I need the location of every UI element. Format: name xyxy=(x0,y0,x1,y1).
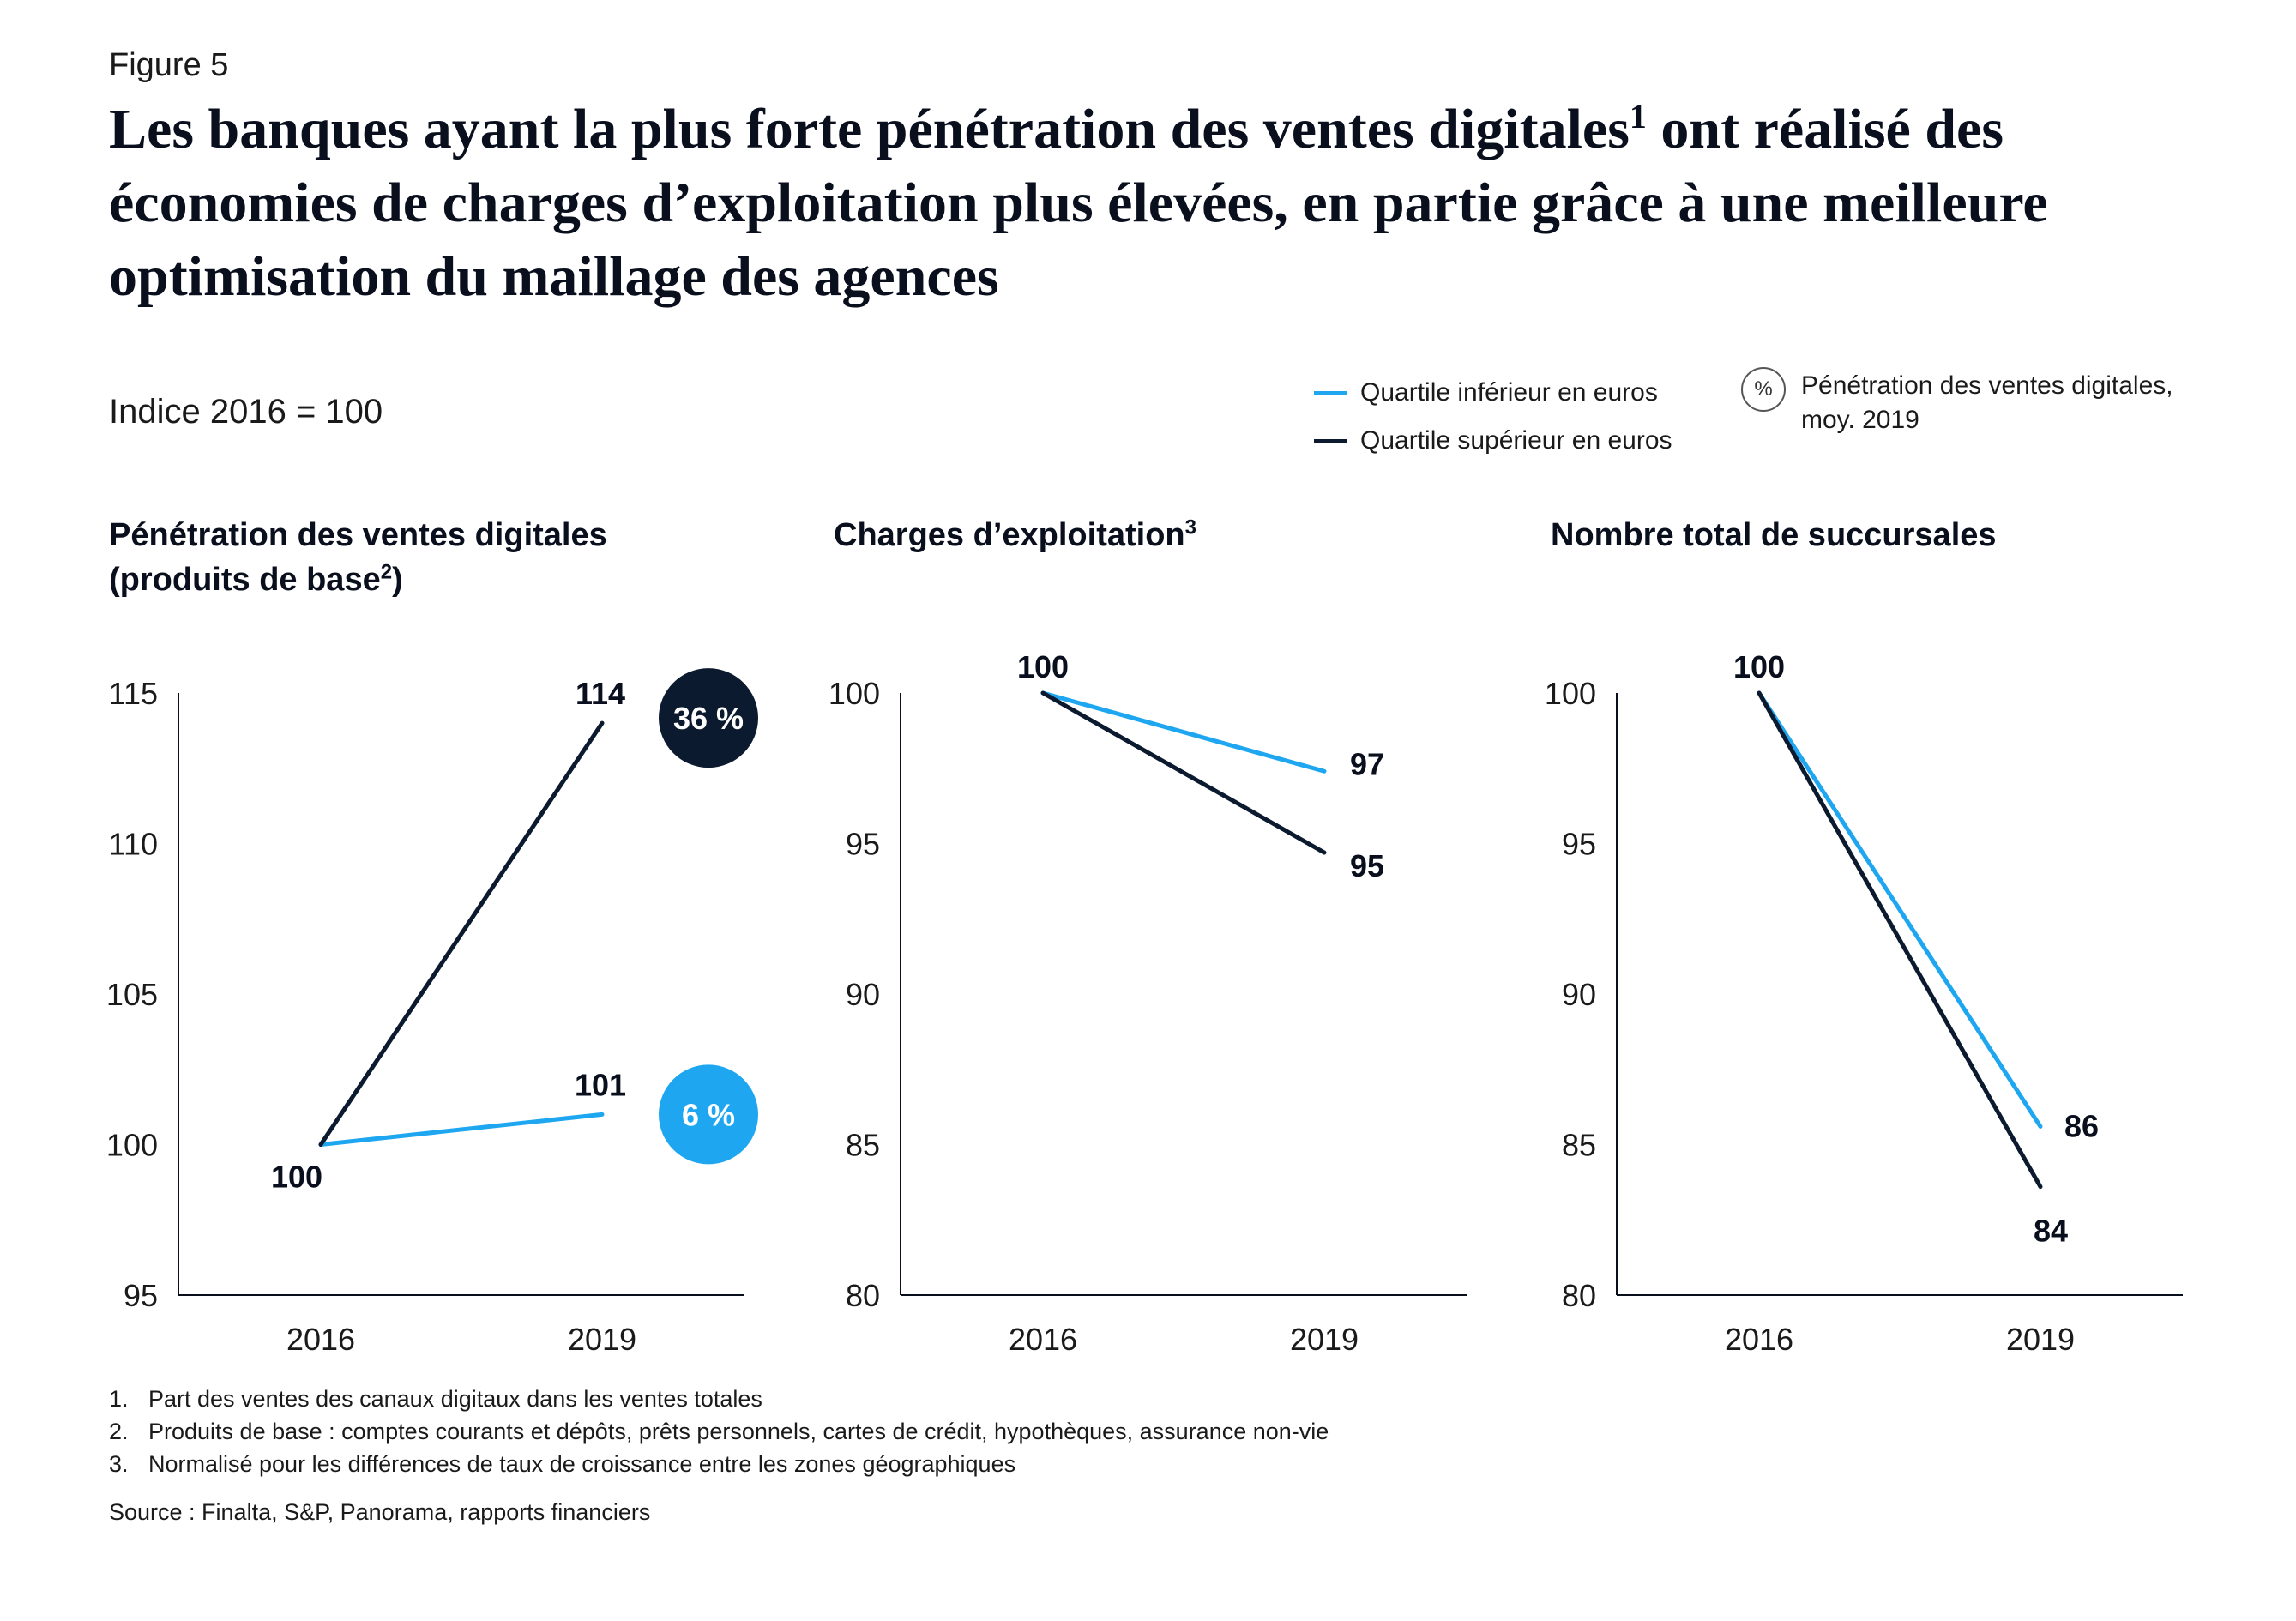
chart-3-data-label-upper-1: 84 xyxy=(2034,1214,2068,1249)
chart-3-y-tick-label: 90 xyxy=(1562,977,1596,1012)
footnote-2-num: 2. xyxy=(109,1418,129,1444)
chart-2-series-upper-line xyxy=(1040,690,1327,855)
chart-2-x-tick-label: 2016 xyxy=(1009,1322,1077,1357)
footnote-1-text: Part des ventes des canaux digitaux dans… xyxy=(148,1385,762,1412)
chart-1-data-label-upper-1: 114 xyxy=(576,676,625,711)
chart-3-y-tick-label: 80 xyxy=(1562,1278,1596,1313)
chart-1-y-tick-label: 95 xyxy=(124,1278,158,1313)
legend-item-upper: Quartile supérieur en euros xyxy=(1314,417,1672,465)
chart-2-data-label-lower-1: 97 xyxy=(1350,746,1384,781)
chart-2-data-label-lower-0: 100 xyxy=(1017,649,1069,684)
footnote-2: 2. Produits de base : comptes courants e… xyxy=(109,1415,1329,1448)
chart-1-x-tick-label: 2019 xyxy=(568,1322,636,1357)
chart-1-badge-lower-label: 6 % xyxy=(682,1097,735,1132)
footnote-1-num: 1. xyxy=(109,1385,129,1412)
chart-1-data-label-lower-0: 100 xyxy=(271,1160,322,1195)
chart-1-series-upper-line xyxy=(318,720,605,1147)
chart-1-series-lower-line xyxy=(318,1112,605,1147)
series-legend: Quartile inférieur en euros Quartile sup… xyxy=(1314,369,1672,465)
legend-label-lower: Quartile inférieur en euros xyxy=(1360,378,1658,407)
legend-swatch-lower xyxy=(1314,390,1347,395)
chart-2-y-tick-label: 95 xyxy=(846,827,880,862)
footnote-3-num: 3. xyxy=(109,1450,129,1477)
footnotes: 1. Part des ventes des canaux digitaux d… xyxy=(109,1383,1329,1480)
penetration-legend-label: Pénétration des ventes digitales, moy. 2… xyxy=(1801,371,2173,434)
chart-1-y-tick-label: 100 xyxy=(106,1128,158,1163)
chart-2-series-lower-line xyxy=(1040,690,1327,774)
index-label: Indice 2016 = 100 xyxy=(109,393,383,431)
chart-title-1-sup: 2 xyxy=(380,560,393,584)
chart-2-data-label-upper-1: 95 xyxy=(1350,848,1384,883)
chart-3-y-tick-label: 95 xyxy=(1562,827,1596,862)
chart-title-1-after: ) xyxy=(392,562,403,598)
chart-2-y-tick-label: 100 xyxy=(829,676,880,711)
legend-swatch-upper xyxy=(1314,438,1347,443)
footnote-1: 1. Part des ventes des canaux digitaux d… xyxy=(109,1383,1329,1415)
footnote-3: 3. Normalisé pour les différences de tau… xyxy=(109,1448,1329,1480)
figure-label: Figure 5 xyxy=(109,47,229,83)
chart-1-y-tick-label: 105 xyxy=(106,977,158,1012)
footnote-3-text: Normalisé pour les différences de taux d… xyxy=(148,1450,1016,1477)
legend-label-upper: Quartile supérieur en euros xyxy=(1360,426,1672,455)
chart-3-x-tick-label: 2019 xyxy=(2006,1322,2075,1357)
penetration-legend: % Pénétration des ventes digitales, moy.… xyxy=(1741,367,2213,437)
chart-1-badge-lower-circle xyxy=(659,1064,758,1165)
chart-1-badge-upper-circle xyxy=(659,668,758,768)
chart-title-2-sup: 3 xyxy=(1184,515,1196,539)
chart-title-1: Pénétration des ventes digitales (produi… xyxy=(109,513,709,602)
chart-title-main: Les banques ayant la plus forte pénétrat… xyxy=(109,93,2185,314)
percent-icon: % xyxy=(1741,367,1786,412)
chart-title-3-text: Nombre total de succursales xyxy=(1551,517,1997,553)
title-part1: Les banques ayant la plus forte pénétrat… xyxy=(109,98,1630,160)
title-part2: ont réalisé des économies de charges d’e… xyxy=(109,98,2048,308)
chart-2-y-tick-label: 90 xyxy=(846,977,880,1012)
chart-3-series-lower-line xyxy=(1757,690,2043,1129)
chart-3-y-tick-label: 85 xyxy=(1562,1128,1596,1163)
chart-3-x-tick-label: 2016 xyxy=(1725,1322,1793,1357)
legend-item-lower: Quartile inférieur en euros xyxy=(1314,369,1672,417)
chart-3-series-upper-line xyxy=(1757,690,2043,1190)
chart-1-y-tick-label: 110 xyxy=(109,827,158,862)
chart-3-data-label-lower-1: 86 xyxy=(2064,1108,2099,1143)
chart-2-y-tick-label: 85 xyxy=(846,1128,880,1163)
chart-2-x-tick-label: 2019 xyxy=(1290,1322,1359,1357)
chart-1-y-tick-label: 115 xyxy=(109,676,158,711)
chart-1-x-tick-label: 2016 xyxy=(286,1322,355,1357)
chart-3-y-tick-label: 100 xyxy=(1545,676,1596,711)
chart-1-badge-upper-label: 36 % xyxy=(673,701,744,736)
chart-3-data-label-lower-0: 100 xyxy=(1733,649,1785,684)
source-note: Source : Finalta, S&P, Panorama, rapport… xyxy=(109,1499,651,1525)
chart-2-y-tick-label: 80 xyxy=(846,1278,880,1313)
chart-title-2-text: Charges d’exploitation xyxy=(834,517,1185,553)
chart-1-data-label-lower-1: 101 xyxy=(575,1067,626,1102)
title-footnote-ref: 1 xyxy=(1629,97,1647,136)
chart-title-1-text: Pénétration des ventes digitales (produi… xyxy=(109,517,607,598)
chart-title-3: Nombre total de succursales xyxy=(1551,513,2151,557)
footnote-2-text: Produits de base : comptes courants et d… xyxy=(148,1418,1329,1444)
chart-title-2: Charges d’exploitation3 xyxy=(834,513,1434,557)
